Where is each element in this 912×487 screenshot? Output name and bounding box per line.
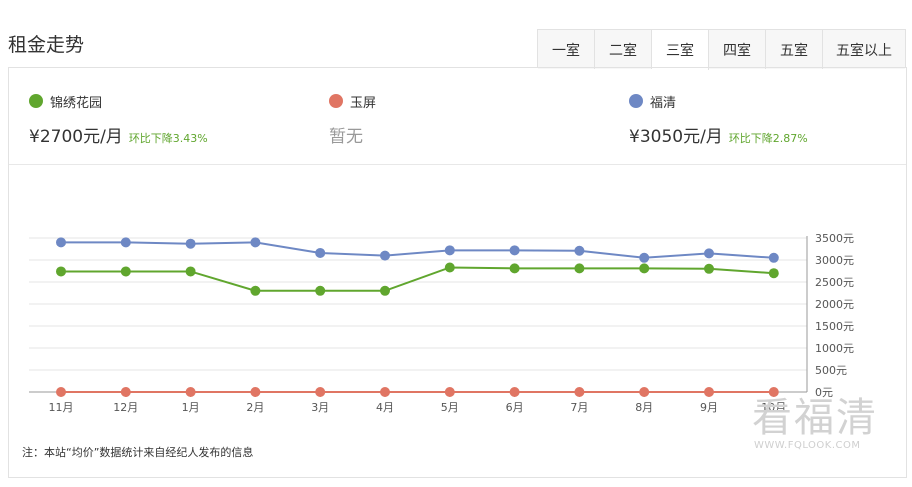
y-tick-label: 2500元 [815, 276, 854, 289]
data-point [56, 387, 66, 397]
y-tick-label: 1000元 [815, 342, 854, 355]
summary-name: 玉屏 [350, 95, 377, 111]
summary-fuqing: 福清 ¥3050元/月 环比下降2.87% [629, 92, 808, 147]
data-point [56, 266, 66, 277]
tab-three-room[interactable]: 三室 [652, 30, 709, 70]
watermark-logo-text: 看福清 [752, 395, 878, 441]
x-tick-label: 12月 [113, 401, 138, 414]
data-point [315, 247, 326, 258]
data-point [768, 387, 779, 397]
data-point [639, 387, 650, 397]
data-point [250, 387, 261, 397]
data-point [120, 237, 131, 248]
x-tick-label: 1月 [182, 401, 200, 414]
y-tick-label: 3500元 [815, 232, 854, 245]
data-point [639, 263, 650, 274]
data-point [380, 250, 390, 261]
x-tick-label: 11月 [49, 401, 74, 414]
data-point [768, 252, 779, 263]
series-line [61, 266, 774, 292]
page-title: 租金走势 [8, 34, 85, 56]
data-point [574, 387, 585, 397]
data-point [250, 237, 261, 248]
summary-price: ¥2700元/月 [29, 127, 123, 147]
summary-name: 福清 [650, 95, 677, 111]
summary-change: 环比下降3.43% [128, 132, 208, 145]
data-source-note: 注：本站“均价”数据统计来自经纪人发布的信息 [22, 446, 254, 459]
summary-price: ¥3050元/月 [629, 127, 723, 147]
y-tick-label: 1500元 [815, 320, 854, 333]
data-point [250, 285, 261, 296]
data-point [185, 238, 196, 249]
summary-yuping: 玉屏 暂无 [329, 92, 376, 147]
data-point [639, 252, 650, 263]
data-point [509, 245, 520, 256]
data-point [704, 248, 714, 259]
data-point [509, 387, 520, 397]
series-line [61, 241, 774, 259]
y-tick-label: 2000元 [815, 298, 854, 311]
x-tick-label: 6月 [506, 401, 524, 414]
summary-jinxiu: 锦绣花园 ¥2700元/月 环比下降3.43% [29, 92, 208, 147]
y-tick-label: 3000元 [815, 254, 854, 267]
tab-five-plus-room[interactable]: 五室以上 [823, 30, 905, 69]
summary-price: 暂无 [329, 127, 363, 147]
data-point [704, 387, 714, 397]
data-point [574, 263, 585, 274]
data-point [768, 268, 779, 279]
data-point [704, 263, 714, 274]
data-point [120, 266, 131, 277]
data-point [120, 387, 131, 397]
rent-trend-panel: 锦绣花园 ¥2700元/月 环比下降3.43% 玉屏 暂无 福清 ¥3050元/… [8, 67, 907, 478]
room-type-tabs: 一室 二室 三室 四室 五室 五室以上 [537, 29, 906, 70]
data-point [315, 285, 326, 296]
data-point [444, 245, 455, 256]
data-point [444, 387, 455, 397]
x-tick-label: 9月 [700, 401, 718, 414]
site-watermark: 看福清 WWW.FQLOOK.COM [752, 396, 892, 451]
price-summary: 锦绣花园 ¥2700元/月 环比下降3.43% 玉屏 暂无 福清 ¥3050元/… [9, 68, 906, 165]
legend-dot-icon [29, 94, 43, 108]
data-point [315, 387, 326, 397]
x-tick-label: 3月 [311, 401, 329, 414]
legend-dot-icon [329, 94, 343, 108]
x-tick-label: 4月 [376, 401, 394, 414]
summary-name: 锦绣花园 [50, 95, 103, 111]
x-tick-label: 8月 [635, 401, 653, 414]
data-point [509, 263, 520, 274]
data-point [185, 266, 196, 277]
tab-one-room[interactable]: 一室 [538, 30, 595, 69]
y-tick-label: 0元 [815, 386, 833, 399]
watermark-url: WWW.FQLOOK.COM [754, 440, 861, 451]
summary-change: 环比下降2.87% [728, 132, 808, 145]
y-tick-label: 500元 [815, 364, 847, 377]
x-tick-label: 10月 [761, 401, 786, 414]
data-point [574, 245, 585, 256]
x-tick-label: 2月 [246, 401, 264, 414]
x-tick-label: 7月 [570, 401, 588, 414]
x-tick-label: 5月 [441, 401, 459, 414]
data-point [56, 237, 66, 248]
tab-two-room[interactable]: 二室 [595, 30, 652, 69]
data-point [380, 387, 390, 397]
data-point [185, 387, 196, 397]
data-point [380, 285, 390, 296]
data-point [444, 262, 455, 273]
legend-dot-icon [629, 94, 643, 108]
tab-five-room[interactable]: 五室 [766, 30, 823, 69]
tab-four-room[interactable]: 四室 [709, 30, 766, 69]
